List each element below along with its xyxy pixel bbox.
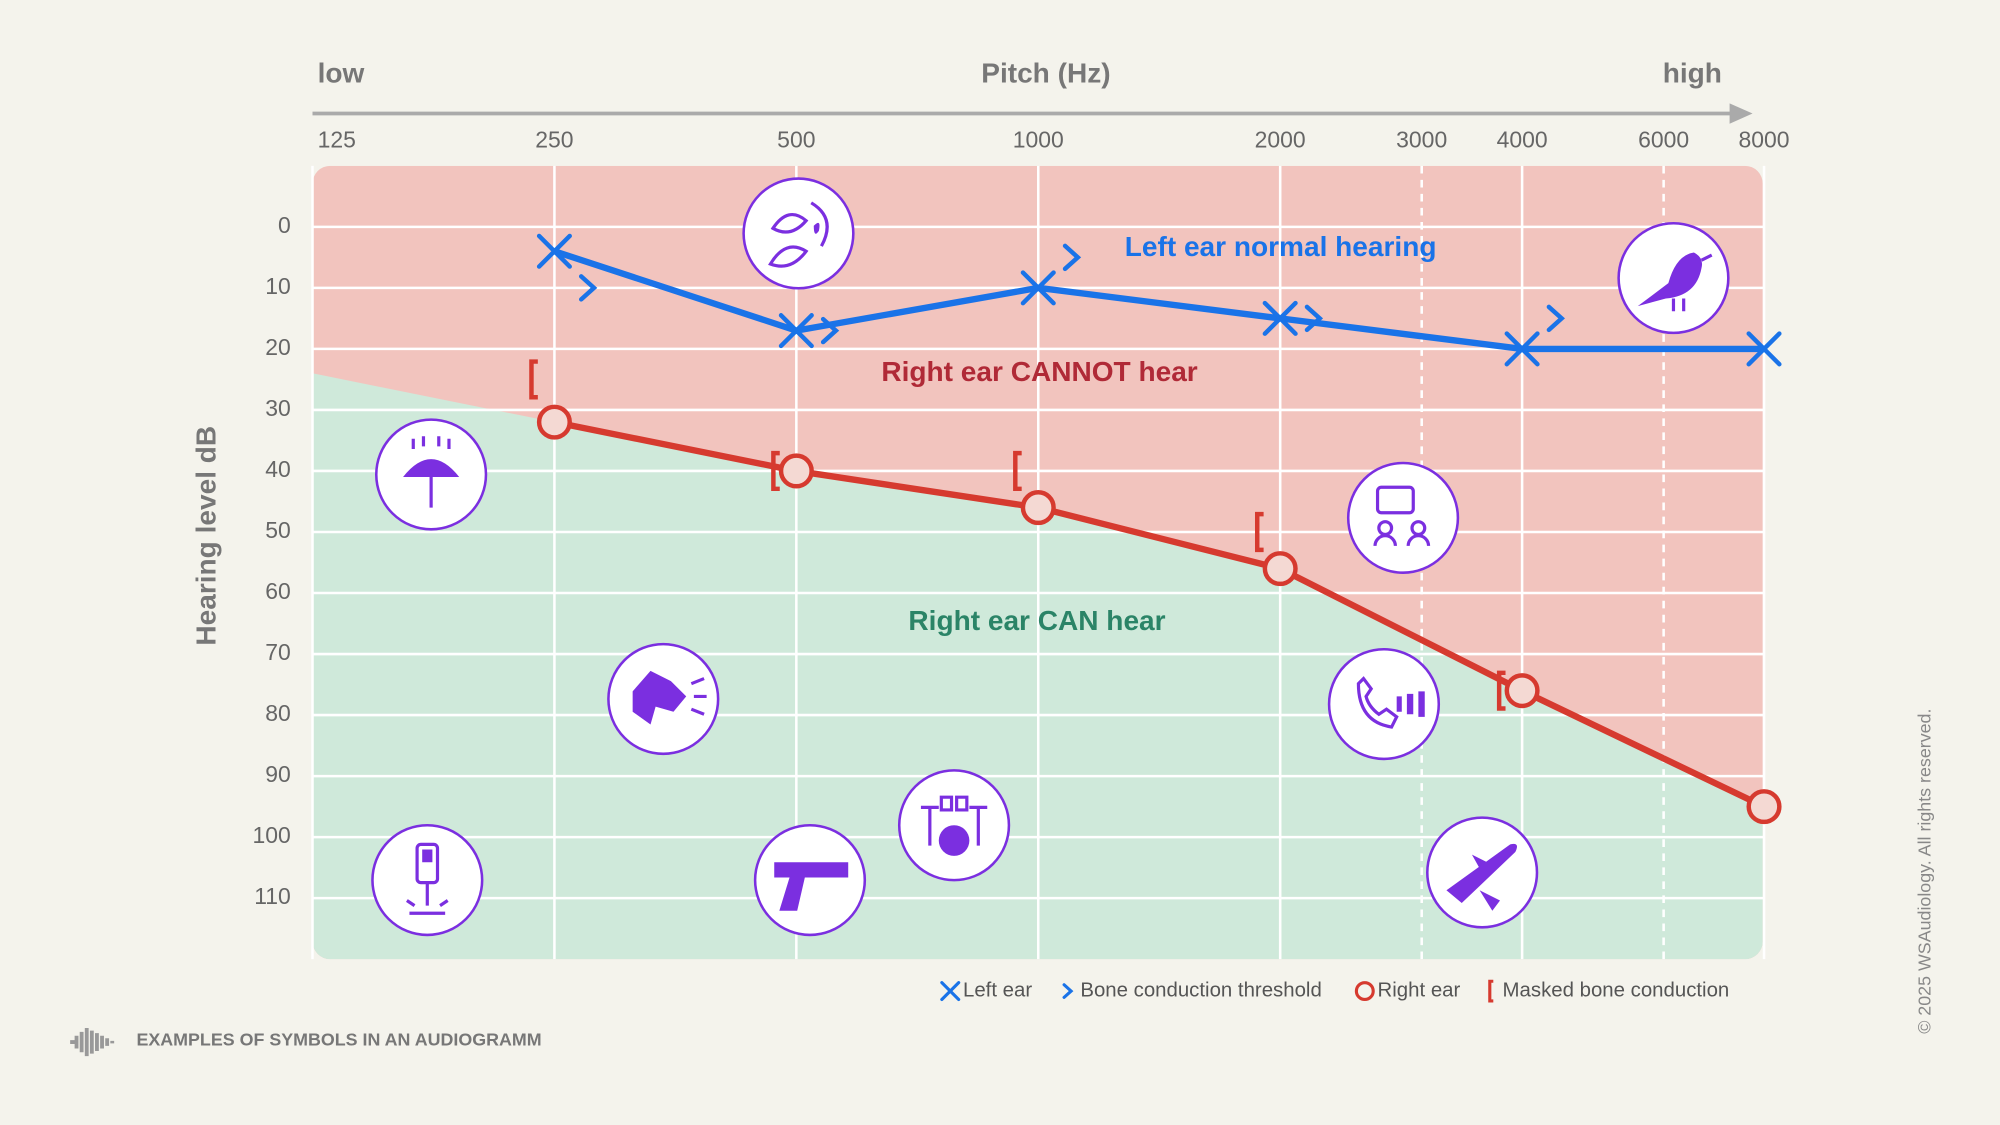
x-tick-label: 500 <box>777 127 815 153</box>
legend-marker <box>1062 983 1074 999</box>
annotation: Right ear CAN hear <box>908 605 1165 636</box>
marker-o <box>1262 551 1298 587</box>
icon-conversation <box>1346 461 1460 574</box>
x-tick-label: 125 <box>318 127 356 153</box>
icon-bird <box>1617 221 1730 335</box>
axis-arrowhead <box>1729 103 1753 124</box>
y-tick-label: 10 <box>265 273 291 299</box>
y-axis-title: Hearing level dB <box>190 426 221 646</box>
marker-o <box>1020 490 1056 526</box>
y-tick-label: 90 <box>265 761 291 787</box>
marker-x <box>778 313 814 349</box>
y-tick-label: 60 <box>265 578 291 604</box>
x-tick-label: 2000 <box>1255 127 1306 153</box>
icon-drums <box>897 769 1011 882</box>
annotation: Right ear CANNOT hear <box>881 356 1197 387</box>
marker-x <box>1262 300 1298 336</box>
marker-chevron <box>578 274 598 302</box>
y-tick-label: 0 <box>278 212 291 238</box>
marker-bracket <box>1013 450 1022 492</box>
logo <box>70 1028 115 1057</box>
marker-o <box>778 453 814 489</box>
y-tick-label: 50 <box>265 517 291 543</box>
caption: EXAMPLES OF SYMBOLS IN AN AUDIOGRAMM <box>136 1030 541 1050</box>
marker-bracket <box>1254 511 1264 553</box>
y-tick-label: 20 <box>265 334 291 360</box>
legend-label: Bone conduction threshold <box>1080 979 1321 1001</box>
marker-chevron <box>1062 243 1082 272</box>
marker-o <box>1504 673 1540 709</box>
region-can-hear <box>312 373 1763 960</box>
legend-label: Masked bone conduction <box>1503 979 1730 1001</box>
x-low-label: low <box>318 58 365 89</box>
copyright: © 2025 WSAudiology. All rights reserved. <box>1915 709 1935 1034</box>
icon-gun <box>753 823 867 937</box>
y-tick-label: 100 <box>253 822 291 848</box>
y-tick-label: 70 <box>265 639 291 665</box>
x-tick-label: 6000 <box>1638 127 1689 153</box>
series-line <box>553 419 1766 810</box>
y-tick-label: 110 <box>254 883 291 909</box>
marker-bracket <box>771 450 780 492</box>
marker-x <box>536 233 572 269</box>
icon-leaves <box>742 177 855 290</box>
y-tick-label: 80 <box>265 700 291 726</box>
marker-chevron <box>1546 304 1565 333</box>
series-line <box>553 248 1765 353</box>
annotation: Left ear normal hearing <box>1125 231 1437 262</box>
legend-label: Right ear <box>1378 979 1461 1001</box>
x-tick-label: 1000 <box>1013 127 1064 153</box>
icon-jackhammer <box>371 823 484 937</box>
y-tick-label: 30 <box>265 395 291 421</box>
icons <box>371 177 1730 937</box>
marker-chevron <box>1304 304 1324 333</box>
legend-label: Left ear <box>963 979 1032 1001</box>
x-axis-title: Pitch (Hz) <box>981 58 1110 89</box>
marker-x <box>1746 331 1782 367</box>
marker-o <box>1746 789 1782 825</box>
x-tick-label: 4000 <box>1497 127 1548 153</box>
marker-x <box>1020 270 1056 306</box>
x-tick-label: 8000 <box>1739 127 1790 153</box>
legend-marker <box>1354 981 1375 1002</box>
icon-rain <box>375 418 488 531</box>
x-high-label: high <box>1663 58 1722 89</box>
x-tick-label: 3000 <box>1396 127 1447 153</box>
marker-chevron <box>820 316 840 345</box>
legend-marker <box>1488 979 1494 1003</box>
marker-o <box>536 404 572 440</box>
marker-bracket <box>1496 670 1506 711</box>
legend-marker <box>940 981 961 1002</box>
y-tick-label: 40 <box>265 456 291 482</box>
marker-bracket <box>529 359 538 400</box>
marker-x <box>1504 331 1540 367</box>
icon-airplane <box>1426 816 1539 929</box>
icon-dog <box>607 642 720 756</box>
x-tick-label: 250 <box>535 127 573 153</box>
icon-phone <box>1327 647 1441 761</box>
